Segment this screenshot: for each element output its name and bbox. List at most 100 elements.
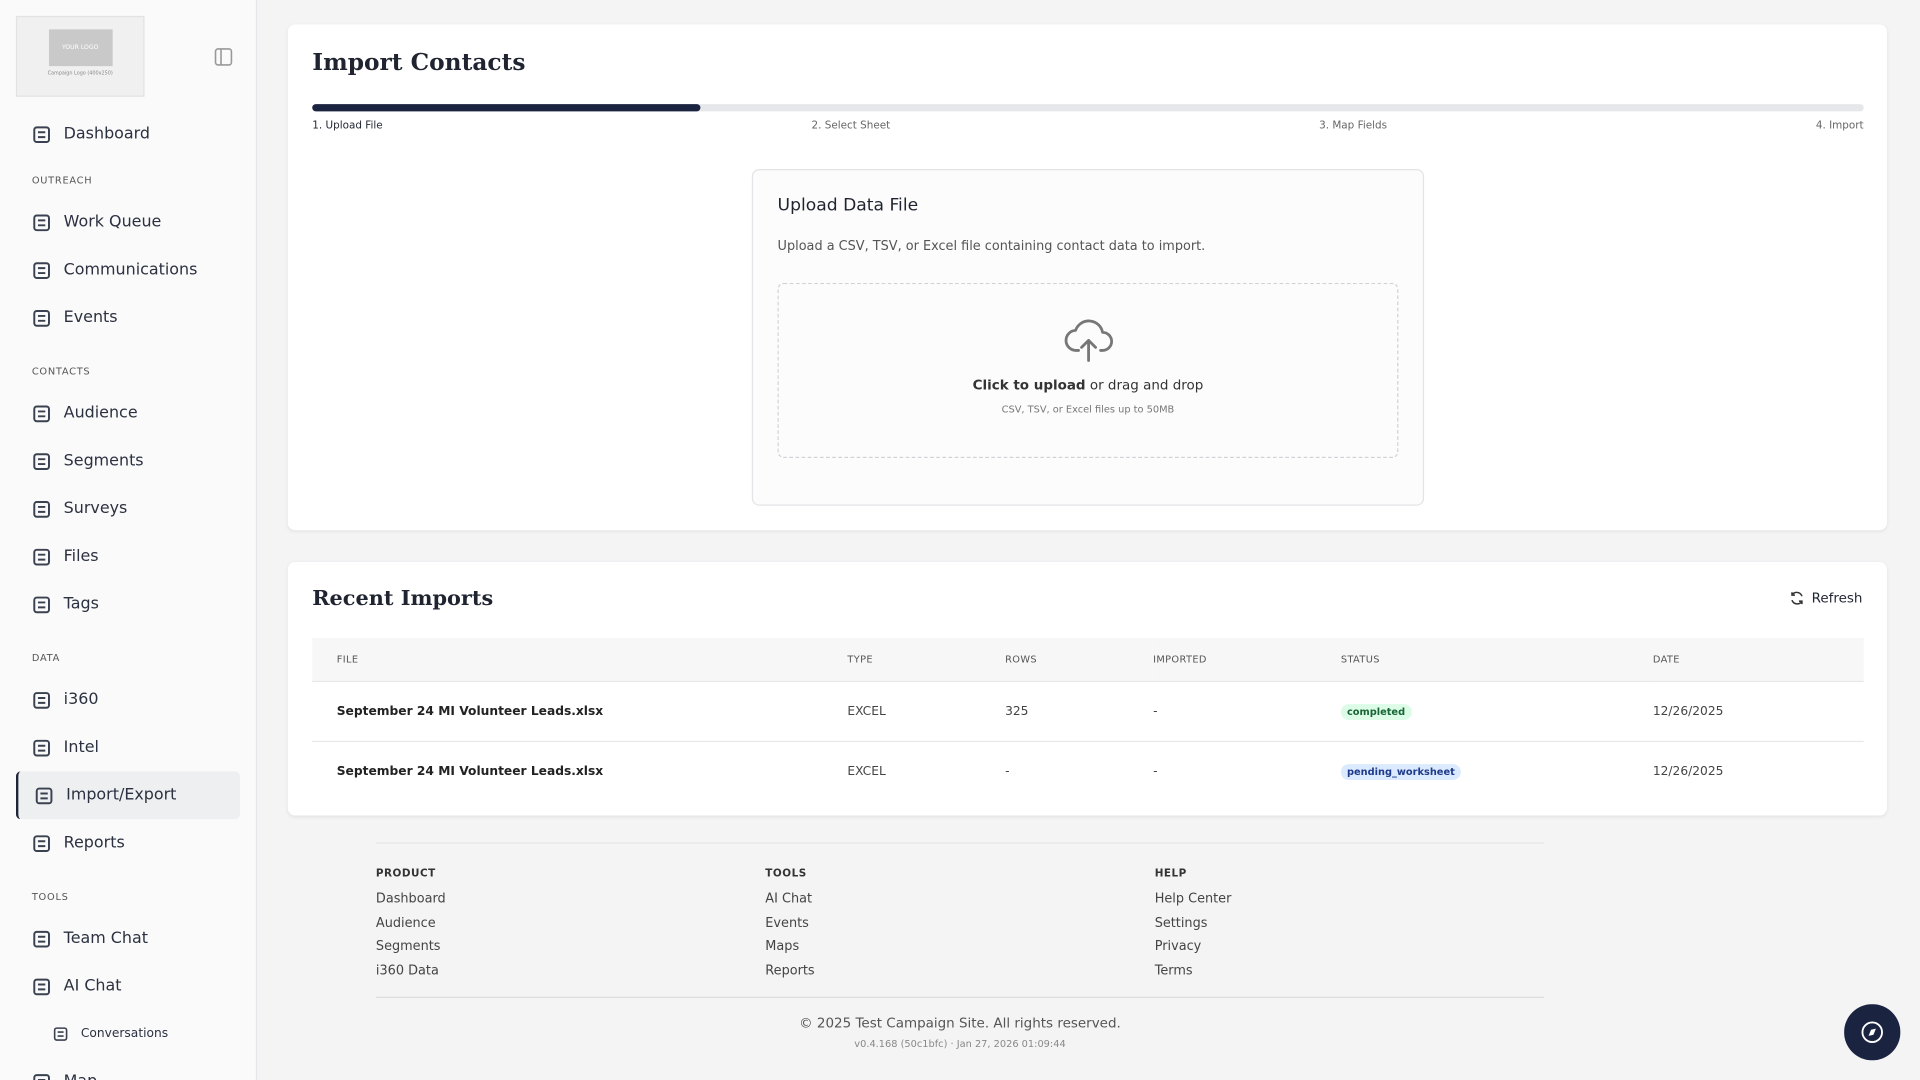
footer-link[interactable]: Dashboard — [375, 891, 446, 907]
nav-item[interactable]: Import/Export — [15, 771, 241, 820]
cell-text: EXCEL — [847, 764, 886, 779]
footer-link[interactable]: Audience — [375, 915, 436, 931]
table-cell: 325 — [1003, 680, 1152, 742]
footer-link[interactable]: Privacy — [1154, 939, 1202, 955]
column-header: IMPORTED — [1151, 637, 1340, 682]
nav-label: Dashboard — [63, 124, 151, 144]
table-cell: EXCEL — [846, 680, 1004, 742]
nav-icon — [33, 691, 50, 709]
upload-description: Upload a CSV, TSV, or Excel file contain… — [777, 238, 1206, 254]
nav-item[interactable]: Map — [16, 1058, 240, 1080]
nav-item[interactable]: Surveys — [16, 485, 240, 533]
nav-icon — [33, 500, 50, 518]
refresh-label: Refresh — [1811, 590, 1863, 607]
nav-label: Segments — [63, 451, 144, 471]
cell-text: 325 — [1005, 704, 1029, 719]
imports-table: FILE TYPE ROWS IMPORTED STATUS DATE September … — [312, 637, 1864, 801]
nav-label: AI Chat — [63, 977, 122, 996]
nav-heading: TOOLS — [31, 891, 69, 903]
footer-link[interactable]: AI Chat — [765, 891, 813, 907]
nav-item[interactable]: Team Chat — [16, 915, 240, 963]
footer-link[interactable]: Terms — [1154, 963, 1193, 979]
collapse-button[interactable] — [214, 48, 233, 66]
steps: 1. Upload File 2. Select Sheet 3. Map Fiel… — [312, 120, 1863, 132]
footer-column: TOOLS AI Chat Events Maps Reports — [765, 868, 1154, 987]
upload-drag: or drag and drop — [1089, 377, 1204, 394]
page-title: Import Contacts — [312, 48, 526, 76]
nav-item[interactable]: Intel — [16, 724, 240, 772]
nav-item[interactable]: Conversations — [16, 1010, 240, 1058]
nav-icon — [53, 1027, 68, 1041]
nav-item[interactable]: Tags — [16, 580, 240, 628]
nav-icon — [33, 404, 50, 422]
nav-heading: CONTACTS — [31, 366, 91, 378]
nav-item[interactable]: Work Queue — [16, 198, 240, 246]
nav-icon — [33, 125, 50, 143]
cell-text: September 24 MI Volunteer Leads.xlsx — [336, 704, 604, 719]
table-cell: pending_worksheet — [1339, 740, 1652, 801]
table-row[interactable]: September 24 MI Volunteer Leads.xlsx EXCE… — [312, 680, 1864, 742]
step-label: 1. Upload File — [312, 120, 383, 133]
nav-item[interactable]: Files — [16, 533, 240, 581]
footer-column: HELP Help Center Settings Privacy Terms — [1155, 868, 1544, 987]
table-header: FILE TYPE ROWS IMPORTED STATUS DATE — [312, 637, 1864, 682]
cell-text: - — [1005, 764, 1010, 779]
nav-icon — [33, 1073, 50, 1080]
nav-item[interactable]: Communications — [16, 246, 240, 294]
table-cell: - — [1003, 740, 1152, 801]
footer-link[interactable]: Maps — [765, 939, 800, 955]
footer-link[interactable]: Events — [765, 915, 809, 931]
table-row[interactable]: September 24 MI Volunteer Leads.xlsx EXCE… — [312, 740, 1864, 801]
nav-item[interactable]: Reports — [16, 819, 240, 867]
dropzone[interactable]: Click to upload or drag and drop CSV, TS… — [777, 282, 1399, 458]
nav-label: i360 — [63, 690, 99, 709]
nav-item[interactable]: Segments — [16, 437, 240, 485]
footer-link[interactable]: Help Center — [1154, 891, 1232, 907]
logo-caption: Campaign Logo (400x250) — [47, 69, 113, 76]
nav-item[interactable]: Audience — [16, 389, 240, 437]
column-header: ROWS — [1003, 637, 1152, 682]
footer-link[interactable]: Settings — [1154, 915, 1208, 931]
nav-item[interactable]: Dashboard — [16, 110, 240, 158]
recent-title: Recent Imports — [312, 586, 494, 612]
table-cell: 12/26/2025 — [1651, 680, 1864, 742]
nav-item[interactable]: AI Chat — [16, 962, 240, 1010]
sidebar: YOUR LOGO Campaign Logo (400x250) Dashbo… — [0, 0, 258, 1080]
cell-text: - — [1153, 704, 1158, 719]
nav-icon — [33, 978, 50, 995]
nav-icon — [35, 786, 53, 804]
refresh-button[interactable]: Refresh — [1790, 590, 1863, 607]
table-cell: September 24 MI Volunteer Leads.xlsx — [312, 680, 847, 742]
logo-title: YOUR LOGO — [48, 29, 113, 67]
footer-link[interactable]: Reports — [765, 963, 815, 979]
cell-text: September 24 MI Volunteer Leads.xlsx — [336, 764, 604, 779]
upload-title: Upload Data File — [777, 195, 919, 216]
nav-label: Tags — [63, 595, 99, 614]
nav-label: Import/Export — [66, 786, 177, 805]
table-cell: EXCEL — [846, 740, 1004, 801]
footer-link[interactable]: Segments — [375, 939, 441, 955]
progress-track — [312, 104, 1864, 112]
footer-column: PRODUCT Dashboard Audience Segments i360 Dat… — [376, 868, 765, 987]
footer-heading: HELP — [1154, 868, 1187, 881]
cell-text: 12/26/2025 — [1652, 704, 1724, 719]
nav-item[interactable]: i360 — [16, 676, 240, 724]
assistant-button[interactable] — [1844, 1004, 1901, 1061]
step-label: 4. Import — [1815, 120, 1864, 133]
logo[interactable]: YOUR LOGO Campaign Logo (400x250) — [15, 15, 145, 97]
nav-label: Communications — [63, 260, 198, 280]
nav-label: Map — [64, 1073, 98, 1080]
column-header: STATUS — [1339, 637, 1652, 682]
nav-label: Audience — [63, 404, 138, 423]
nav-icon — [33, 213, 50, 231]
upload-link[interactable]: Click to upload — [972, 377, 1086, 394]
nav-item[interactable]: Events — [16, 294, 240, 342]
nav-icon — [33, 595, 50, 613]
step-label: 2. Select Sheet — [811, 120, 891, 133]
nav-icon — [33, 261, 50, 279]
upload-card: Upload Data File Upload a CSV, TSV, or E… — [751, 168, 1425, 506]
footer-link[interactable]: i360 Data — [375, 963, 439, 979]
progress-fill — [312, 104, 701, 112]
cell-text: 12/26/2025 — [1652, 764, 1724, 779]
